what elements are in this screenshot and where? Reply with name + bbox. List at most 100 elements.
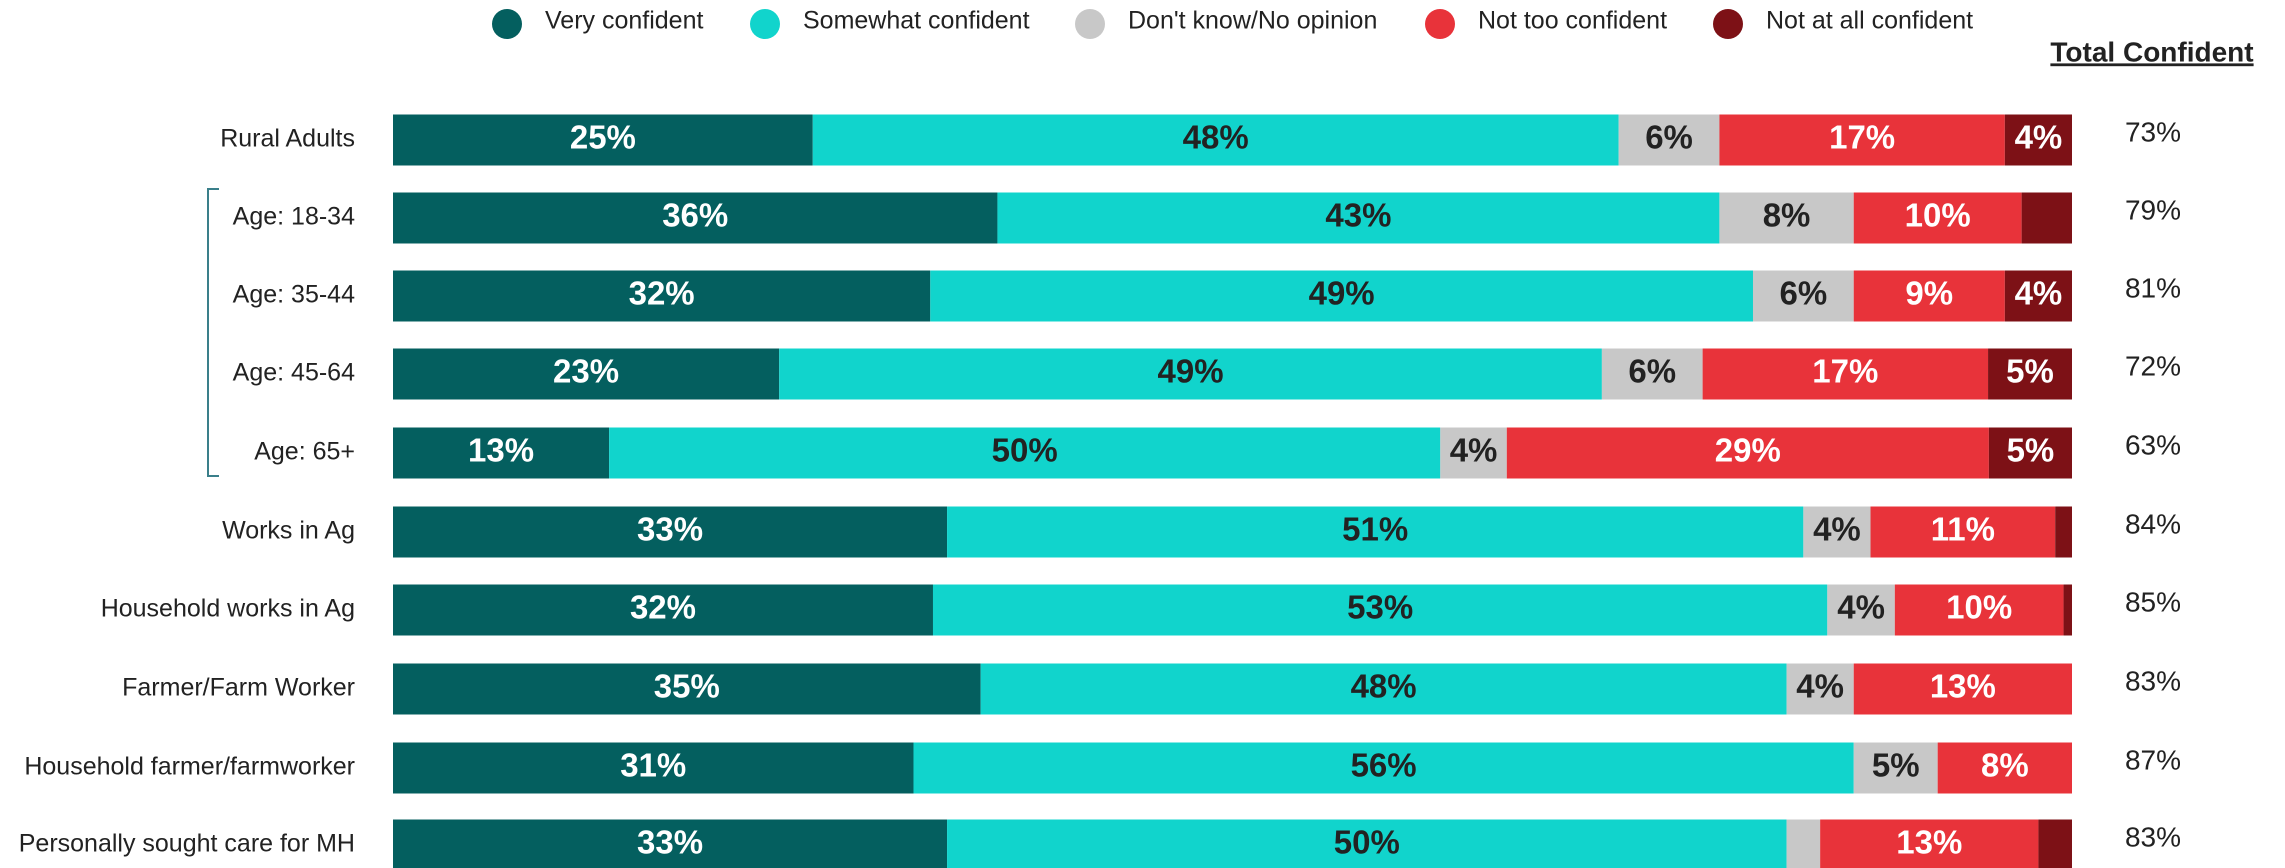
segment-label: 23%	[553, 353, 619, 390]
bar-segment	[812, 114, 1619, 166]
bar-segment	[1827, 584, 1895, 636]
segment-label: 29%	[1715, 432, 1781, 469]
segment-label: 6%	[1645, 119, 1693, 156]
bar-segment	[1988, 427, 2072, 479]
bar-segment	[1988, 348, 2072, 400]
segment-label: 5%	[2006, 353, 2054, 390]
bar-segment	[980, 663, 1787, 715]
bar-segment	[1440, 427, 1507, 479]
bar-segment	[1803, 506, 1871, 558]
segment-label: 5%	[2007, 432, 2055, 469]
segment-label: 10%	[1946, 589, 2012, 626]
segment-label: 50%	[1334, 824, 1400, 861]
segment-label: 32%	[630, 589, 696, 626]
total-label: 83%	[2125, 665, 2181, 696]
bar-segment	[393, 427, 610, 479]
bar-segment	[1506, 427, 1989, 479]
bar-segment	[1752, 270, 1854, 322]
total-label: 73%	[2125, 116, 2181, 147]
segment-label: 43%	[1325, 197, 1391, 234]
bar-segment	[1853, 270, 2005, 322]
total-label: 85%	[2125, 586, 2181, 617]
category-label: Age: 45-64	[233, 359, 355, 387]
bar-segment	[393, 663, 981, 715]
segment-label: 32%	[629, 275, 695, 312]
bar-segment	[393, 192, 998, 244]
bar-segment	[2004, 114, 2072, 166]
bar-segment	[1820, 819, 2039, 868]
legend-label: Not at all confident	[1766, 7, 1973, 35]
total-label: 81%	[2125, 272, 2181, 303]
bar-segment	[1853, 663, 2072, 715]
bar-segment	[930, 270, 1753, 322]
legend-label: Somewhat confident	[803, 7, 1030, 35]
bar-segment	[913, 742, 1854, 794]
segment-label: 35%	[654, 668, 720, 705]
legend-swatch	[1075, 9, 1105, 39]
bar-segment	[1786, 663, 1854, 715]
bar-segment	[1870, 506, 2056, 558]
segment-label: 51%	[1342, 511, 1408, 548]
segment-label: 31%	[620, 747, 686, 784]
bar-segment	[393, 506, 948, 558]
age-bracket	[207, 188, 219, 477]
segment-label: 17%	[1829, 119, 1895, 156]
legend-label: Very confident	[545, 7, 703, 35]
bar-segment	[947, 506, 1804, 558]
total-label: 72%	[2125, 350, 2181, 381]
segment-label: 8%	[1981, 747, 2029, 784]
category-label: Personally sought care for MH	[19, 830, 355, 858]
segment-label: 25%	[570, 119, 636, 156]
segment-label: 48%	[1183, 119, 1249, 156]
bar-segment	[393, 348, 780, 400]
category-label: Age: 18-34	[233, 203, 355, 231]
bar-segment	[1853, 192, 2022, 244]
category-label: Farmer/Farm Worker	[122, 674, 355, 702]
segment-label: 4%	[2015, 119, 2063, 156]
total-label: 84%	[2125, 508, 2181, 539]
legend-swatch	[1713, 9, 1743, 39]
bar-segment	[779, 348, 1602, 400]
bar-segment	[1853, 742, 1938, 794]
segment-label: 33%	[637, 824, 703, 861]
bar-segment	[2004, 270, 2072, 322]
bar-segment	[2055, 506, 2072, 558]
bar-segment	[393, 819, 948, 868]
bar-segment	[997, 192, 1720, 244]
segment-label: 13%	[1896, 824, 1962, 861]
segment-label: 8%	[1763, 197, 1811, 234]
segment-label: 17%	[1812, 353, 1878, 390]
segment-label: 13%	[1930, 668, 1996, 705]
legend-swatch	[492, 9, 522, 39]
segment-label: 53%	[1347, 589, 1413, 626]
category-label: Age: 65+	[254, 438, 355, 466]
segment-label: 11%	[1931, 511, 1995, 548]
bar-segment	[393, 584, 933, 636]
totals-title: Total Confident	[2050, 36, 2253, 67]
segment-label: 49%	[1309, 275, 1375, 312]
segment-label: 4%	[1796, 668, 1844, 705]
category-label: Household works in Ag	[101, 595, 355, 623]
segment-label: 36%	[662, 197, 728, 234]
bar-segment	[947, 819, 1787, 868]
bar-segment	[2021, 192, 2072, 244]
bar-segment	[1786, 819, 1821, 868]
segment-label: 49%	[1157, 353, 1223, 390]
segment-label: 4%	[2015, 275, 2063, 312]
bar-segment	[1702, 348, 1989, 400]
total-label: 79%	[2125, 194, 2181, 225]
segment-label: 4%	[1813, 511, 1861, 548]
segment-label: 50%	[992, 432, 1058, 469]
segment-label: 4%	[1450, 432, 1498, 469]
bar-segment	[1601, 348, 1703, 400]
total-label: 63%	[2125, 429, 2181, 460]
segment-label: 13%	[468, 432, 534, 469]
bar-segment	[393, 742, 914, 794]
segment-label: 56%	[1351, 747, 1417, 784]
bar-segment	[1937, 742, 2072, 794]
legend-label: Don't know/No opinion	[1128, 7, 1377, 35]
segment-label: 6%	[1628, 353, 1676, 390]
bar-segment	[2038, 819, 2072, 868]
bar-segment	[1894, 584, 2064, 636]
